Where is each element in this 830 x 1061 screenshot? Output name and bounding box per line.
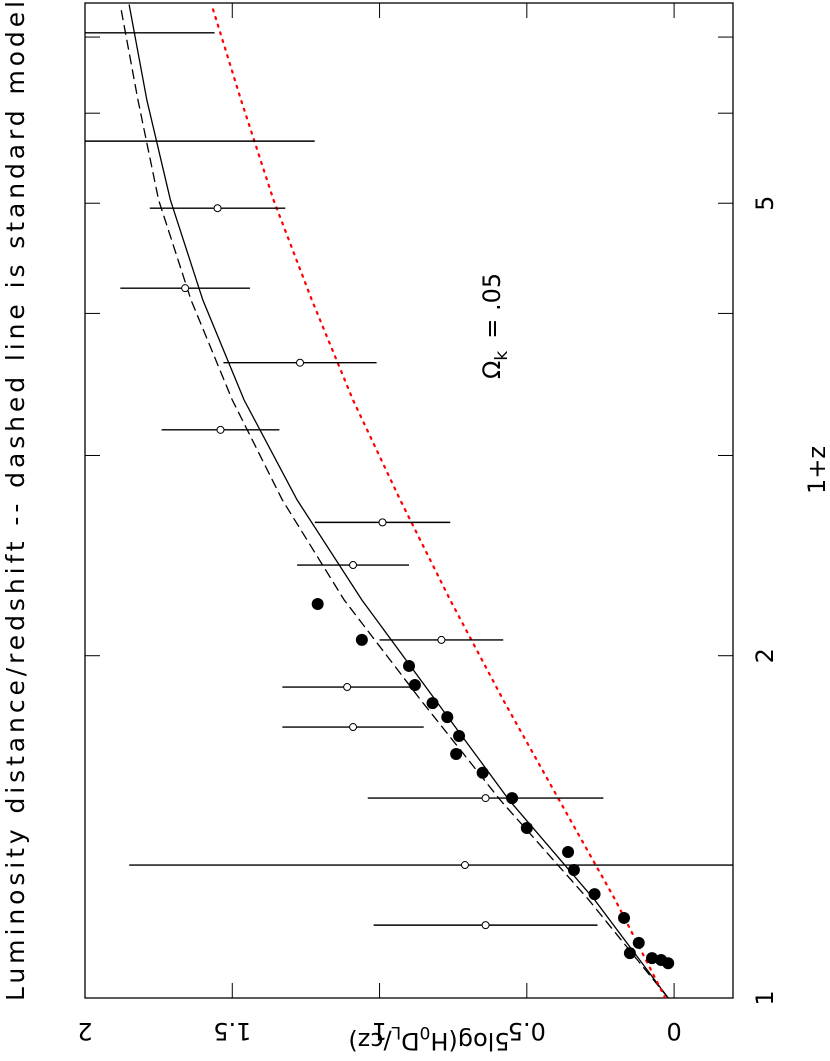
y-tick-label: 0 — [666, 1017, 681, 1045]
data-point — [296, 358, 305, 367]
y-axis-label-part: L — [391, 1022, 401, 1042]
y-tick-label: 2 — [77, 1017, 92, 1045]
y-tick-label: 1.5 — [213, 1017, 251, 1045]
data-point — [655, 953, 668, 966]
data-point — [481, 921, 490, 930]
annotation-symbol: Ω — [478, 361, 506, 379]
data-point — [632, 936, 645, 949]
data-point — [426, 697, 439, 710]
y-axis-label: 5log(H0DL/cz) — [348, 1022, 509, 1055]
data-point — [349, 723, 358, 732]
annotation-subscript: k — [492, 351, 512, 361]
data-point — [311, 597, 324, 610]
y-axis-label-part: D — [401, 1027, 419, 1055]
data-point — [355, 633, 368, 646]
annotation: Ωk = .05 — [478, 273, 512, 379]
data-point — [181, 284, 190, 293]
x-axis-label: 1+z — [803, 446, 830, 494]
data-point — [460, 861, 469, 870]
data-point — [567, 863, 580, 876]
model-curve — [210, 3, 667, 998]
data-point — [378, 518, 387, 527]
data-point — [453, 729, 466, 742]
y-axis-label-part: 0 — [420, 1022, 431, 1042]
data-point — [450, 748, 463, 761]
plot-area — [85, 3, 733, 998]
model-curve — [128, 4, 669, 998]
data-point — [646, 952, 658, 965]
data-point — [216, 425, 225, 434]
data-point — [403, 659, 415, 672]
data-point — [623, 947, 636, 960]
y-tick-label: 1 — [372, 1017, 387, 1045]
data-point — [437, 635, 446, 644]
data-point — [349, 561, 358, 570]
data-point — [520, 821, 533, 834]
data-point — [408, 678, 421, 691]
annotation-text: = .05 — [478, 273, 506, 339]
chart-title: Luminosity distance/redshift -- dashed l… — [1, 1, 30, 1001]
data-point — [343, 683, 352, 692]
x-tick-label: 1 — [751, 990, 779, 1005]
data-point — [441, 711, 454, 724]
data-point — [476, 766, 489, 779]
x-tick-label: 5 — [751, 196, 779, 211]
plot-frame — [84, 2, 734, 999]
data-point — [562, 846, 575, 859]
y-axis-label-part: 5log(H — [430, 1027, 509, 1055]
x-tick-label: 2 — [751, 648, 779, 663]
data-point — [481, 794, 490, 803]
model-curve — [119, 4, 669, 998]
y-tick-label: 0.5 — [508, 1017, 546, 1045]
data-point — [213, 204, 222, 213]
data-point — [618, 911, 631, 924]
data-point — [588, 888, 601, 901]
y-axis-label-part: /cz) — [348, 1027, 391, 1055]
